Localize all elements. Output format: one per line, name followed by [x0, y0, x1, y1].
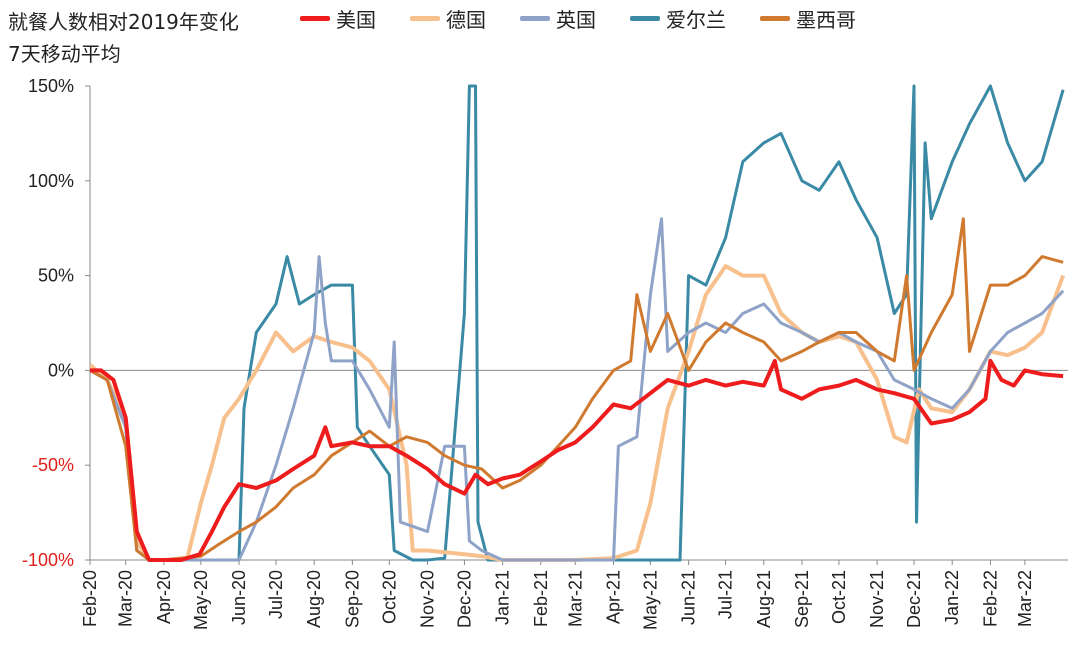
series-us-line — [90, 358, 1064, 562]
y-tick-label: -100% — [22, 550, 74, 570]
x-tick-label: Nov-21 — [867, 570, 887, 628]
legend-label-us: 美国 — [336, 8, 376, 32]
x-axis: Feb-20 Mar-20 Apr-20 May-20 Jun-20 Jul-20 Aug-… — [80, 369, 1068, 630]
legend-item-us: 美国 — [300, 4, 376, 33]
series-mexico-line — [90, 217, 1064, 562]
legend-swatch-us — [300, 16, 330, 21]
x-tick-label: Jun-21 — [679, 570, 699, 625]
x-tick-label: May-21 — [640, 570, 660, 630]
x-tick-label: Feb-20 — [80, 570, 100, 627]
y-tick-label: 0% — [48, 360, 74, 380]
x-tick-label: Aug-20 — [304, 570, 324, 628]
x-tick-label: Jan-21 — [493, 570, 513, 625]
x-tick-label: Sep-21 — [792, 570, 812, 628]
x-tick-label: Feb-21 — [531, 570, 551, 627]
x-tick-label: Dec-20 — [454, 570, 474, 628]
x-tick-label: Jul-21 — [716, 570, 736, 619]
x-tick-label: Jun-20 — [229, 570, 249, 625]
x-tick-label: May-20 — [191, 570, 211, 630]
x-tick-label: Feb-22 — [980, 570, 1000, 627]
x-tick-label: Apr-21 — [603, 570, 623, 624]
x-tick-label: Jan-22 — [942, 570, 962, 625]
x-tick-label: Jul-20 — [266, 570, 286, 619]
legend-swatch-ireland — [630, 16, 660, 21]
y-tick-label: -50% — [32, 455, 74, 475]
legend-item-mexico: 墨西哥 — [760, 4, 856, 33]
legend-label-ireland: 爱尔兰 — [666, 8, 726, 32]
x-tick-label: Dec-21 — [904, 570, 924, 628]
plot-lines — [90, 84, 1065, 562]
legend-label-germany: 德国 — [446, 8, 486, 32]
legend-label-uk: 英国 — [556, 8, 596, 32]
chart-subtitle: 7天移动平均 — [8, 42, 121, 66]
legend-swatch-germany — [410, 16, 440, 21]
y-tick-label: 100% — [28, 171, 74, 191]
x-tick-label: Aug-21 — [754, 570, 774, 628]
x-tick-label: Mar-20 — [116, 570, 136, 627]
y-tick-label: 50% — [38, 266, 74, 286]
x-tick-label: Nov-20 — [417, 570, 437, 628]
legend-swatch-mexico — [760, 16, 790, 21]
x-tick-label: Oct-21 — [829, 570, 849, 624]
legend-item-uk: 英国 — [520, 4, 596, 33]
legend: 美国 德国 英国 爱尔兰 墨西哥 — [300, 4, 856, 33]
legend-item-ireland: 爱尔兰 — [630, 4, 726, 33]
series-uk-line — [90, 217, 1065, 562]
x-tick-label: Mar-22 — [1015, 570, 1035, 627]
legend-label-mexico: 墨西哥 — [796, 8, 856, 32]
y-tick-label: 150% — [28, 76, 74, 96]
x-tick-label: Mar-21 — [565, 570, 585, 627]
legend-item-germany: 德国 — [410, 4, 486, 33]
x-tick-label: Sep-20 — [342, 570, 362, 628]
chart-title: 就餐人数相对2019年变化 — [8, 10, 239, 34]
legend-swatch-uk — [520, 16, 550, 21]
y-axis: 150% 100% 50% 0% -50% -100% — [22, 76, 91, 570]
x-tick-label: Apr-20 — [154, 570, 174, 624]
x-tick-label: Oct-20 — [379, 570, 399, 624]
